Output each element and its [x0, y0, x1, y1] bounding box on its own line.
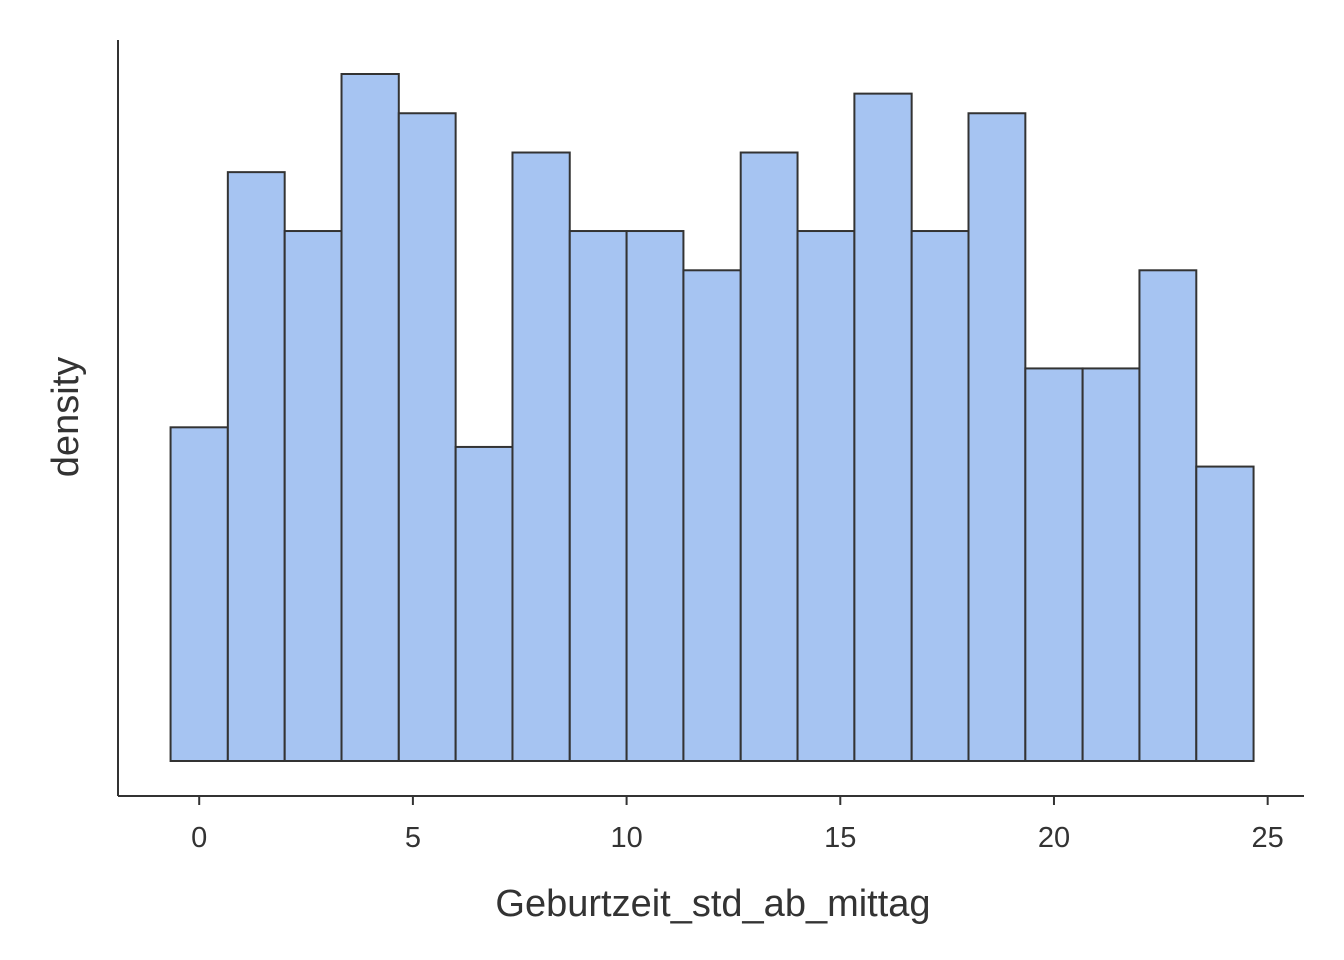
histogram-bar-15 — [1024, 367, 1084, 762]
x-tick-label-2: 10 — [610, 822, 642, 854]
x-tick-label-4: 20 — [1038, 822, 1070, 854]
histogram-bar-8 — [625, 230, 685, 762]
histogram-bar-16 — [1081, 367, 1141, 762]
x-tick-label-3: 15 — [824, 822, 856, 854]
y-axis-title: density — [45, 357, 87, 477]
histogram-bar-6 — [511, 151, 571, 762]
histogram-bar-10 — [739, 151, 799, 762]
histogram-bar-17 — [1138, 269, 1198, 762]
histogram-bar-4 — [397, 112, 457, 762]
histogram-bar-3 — [340, 73, 400, 762]
histogram-bar-2 — [283, 230, 343, 762]
x-axis-title: Geburtzeit_std_ab_mittag — [495, 883, 930, 925]
histogram-bar-12 — [853, 92, 913, 762]
histogram-bar-18 — [1195, 465, 1255, 762]
x-tick-label-1: 5 — [405, 822, 421, 854]
histogram-bar-5 — [454, 445, 514, 762]
x-tick-label-0: 0 — [191, 822, 207, 854]
x-axis-ticks: 0 5 10 15 20 25 — [191, 796, 1284, 854]
histogram-bar-7 — [568, 230, 628, 762]
bars-layer — [169, 73, 1255, 762]
histogram-bar-13 — [910, 230, 970, 762]
histogram-bar-11 — [796, 230, 856, 762]
histogram-bar-1 — [226, 171, 286, 762]
histogram-bar-9 — [682, 269, 742, 762]
histogram-bar-0 — [169, 426, 229, 762]
x-tick-label-5: 25 — [1252, 822, 1284, 854]
histogram-bar-14 — [967, 112, 1027, 762]
